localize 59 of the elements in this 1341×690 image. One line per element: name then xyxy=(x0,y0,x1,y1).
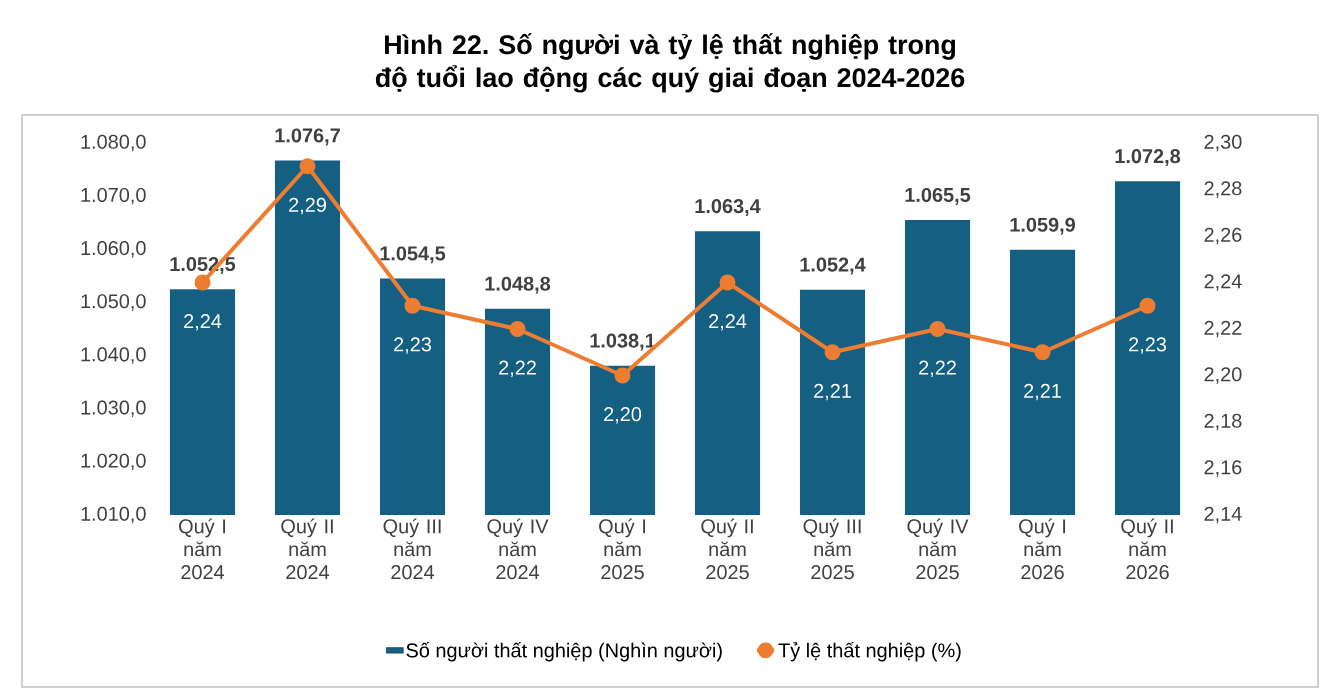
x-tick-label: Quý I năm 2025 xyxy=(599,518,646,580)
data-label: 2,21 xyxy=(1024,383,1061,401)
x-tick-label: Quý IV năm 2025 xyxy=(907,518,969,580)
point xyxy=(614,367,631,384)
y2-tick-label: 2,14 xyxy=(1204,506,1242,524)
point xyxy=(509,321,526,337)
data-label: 1.076,7 xyxy=(275,128,340,146)
data-label: 2,20 xyxy=(604,407,642,424)
point xyxy=(719,274,736,291)
y2-tick-label: 2,24 xyxy=(1204,274,1242,291)
y-tick-label: 1.060,0 xyxy=(81,241,146,258)
data-label: 2,24 xyxy=(184,314,222,331)
x-tick-label: Quý I năm 2026 xyxy=(1019,518,1066,580)
y2-tick-label: 2,26 xyxy=(1204,227,1242,245)
y2-tick-label: 2,28 xyxy=(1204,181,1242,198)
x-tick-label: Quý III năm 2024 xyxy=(383,518,441,580)
y-tick-label: 1.050,0 xyxy=(81,294,146,311)
data-label: 1.072,8 xyxy=(1115,149,1181,167)
y2-tick-label: 2,30 xyxy=(1204,134,1242,152)
point xyxy=(1139,297,1156,314)
data-label: 1.048,8 xyxy=(485,276,551,294)
chart-title: Hình 22. Số người và tỷ lệ thất nghiệp trong độ tuổi lao động các quý giai đoạn 2024-2026 xyxy=(375,33,965,93)
x-tick-label: Quý III năm 2025 xyxy=(803,518,861,580)
y-tick-label: 1.030,0 xyxy=(81,400,146,417)
point xyxy=(929,321,946,337)
x-tick-label: Quý IV năm 2024 xyxy=(487,518,549,580)
y-tick-label: 1.020,0 xyxy=(81,453,146,471)
y2-tick-label: 2,18 xyxy=(1204,413,1242,431)
data-label: 1.038,1 xyxy=(590,333,656,351)
legend-label: Số người thất nghiệp (Nghìn người) xyxy=(406,641,722,662)
data-label: 1.063,4 xyxy=(695,199,761,217)
data-label: 2,21 xyxy=(814,383,851,401)
y-tick-label: 1.070,0 xyxy=(81,187,146,205)
data-label: 1.065,5 xyxy=(905,187,971,205)
y-tick-label: 1.080,0 xyxy=(81,134,146,152)
y-tick-label: 1.010,0 xyxy=(81,506,146,524)
data-label: 2,29 xyxy=(289,197,326,215)
data-label: 2,24 xyxy=(709,314,747,331)
legend-label: Tỷ lệ thất nghiệp (%) xyxy=(778,641,961,662)
data-label: 1.059,9 xyxy=(1010,217,1076,235)
point xyxy=(404,297,421,314)
point xyxy=(194,274,211,291)
x-tick-label: Quý II năm 2026 xyxy=(1121,518,1173,580)
y-tick-label: 1.040,0 xyxy=(81,347,146,364)
y2-tick-label: 2,20 xyxy=(1204,367,1242,384)
x-tick-label: Quý I năm 2024 xyxy=(179,518,226,580)
point xyxy=(299,158,316,175)
point xyxy=(1034,344,1051,361)
data-label: 2,23 xyxy=(394,337,432,354)
y2-tick-label: 2,22 xyxy=(1204,320,1242,338)
point xyxy=(824,344,841,361)
data-label: 2,22 xyxy=(919,360,956,378)
data-label: 1.052,4 xyxy=(800,257,866,275)
x-tick-label: Quý II năm 2025 xyxy=(701,518,753,580)
data-label: 1.054,5 xyxy=(380,246,446,264)
y2-tick-label: 2,16 xyxy=(1204,460,1242,477)
x-tick-label: Quý II năm 2024 xyxy=(281,518,333,580)
data-label: 2,23 xyxy=(1129,337,1167,354)
data-label: 2,22 xyxy=(499,360,536,378)
